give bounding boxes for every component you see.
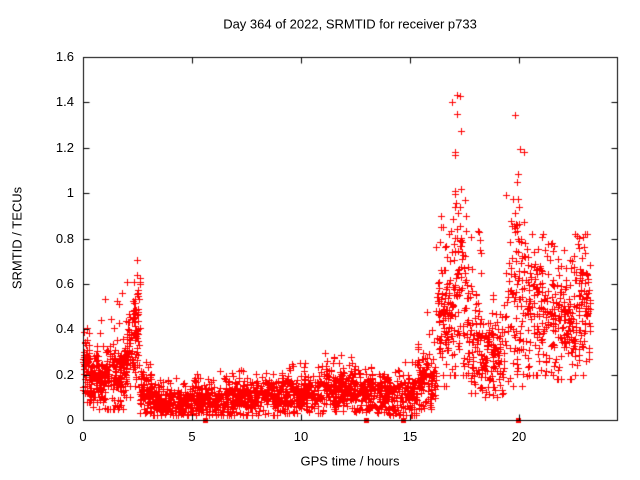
x-axis-label: GPS time / hours <box>300 453 400 469</box>
x-tick-label: 0 <box>79 429 87 444</box>
y-tick-label: 0.8 <box>55 231 74 246</box>
x-tick-label: 10 <box>293 429 309 444</box>
x-tick-label: 5 <box>188 429 196 444</box>
y-tick-label: 0.2 <box>55 367 74 382</box>
y-tick-label: 1.6 <box>55 49 74 64</box>
x-tick-label: 20 <box>511 429 527 444</box>
chart-title: Day 364 of 2022, SRMTID for receiver p73… <box>223 16 477 32</box>
y-tick-label: 0.4 <box>55 321 74 336</box>
y-tick-label: 1 <box>66 185 74 200</box>
y-tick-label: 0 <box>66 412 74 427</box>
x-tick-label: 15 <box>402 429 418 444</box>
y-tick-label: 0.6 <box>55 276 74 291</box>
y-tick-label: 1.4 <box>55 94 74 109</box>
y-tick-label: 1.2 <box>55 140 74 155</box>
